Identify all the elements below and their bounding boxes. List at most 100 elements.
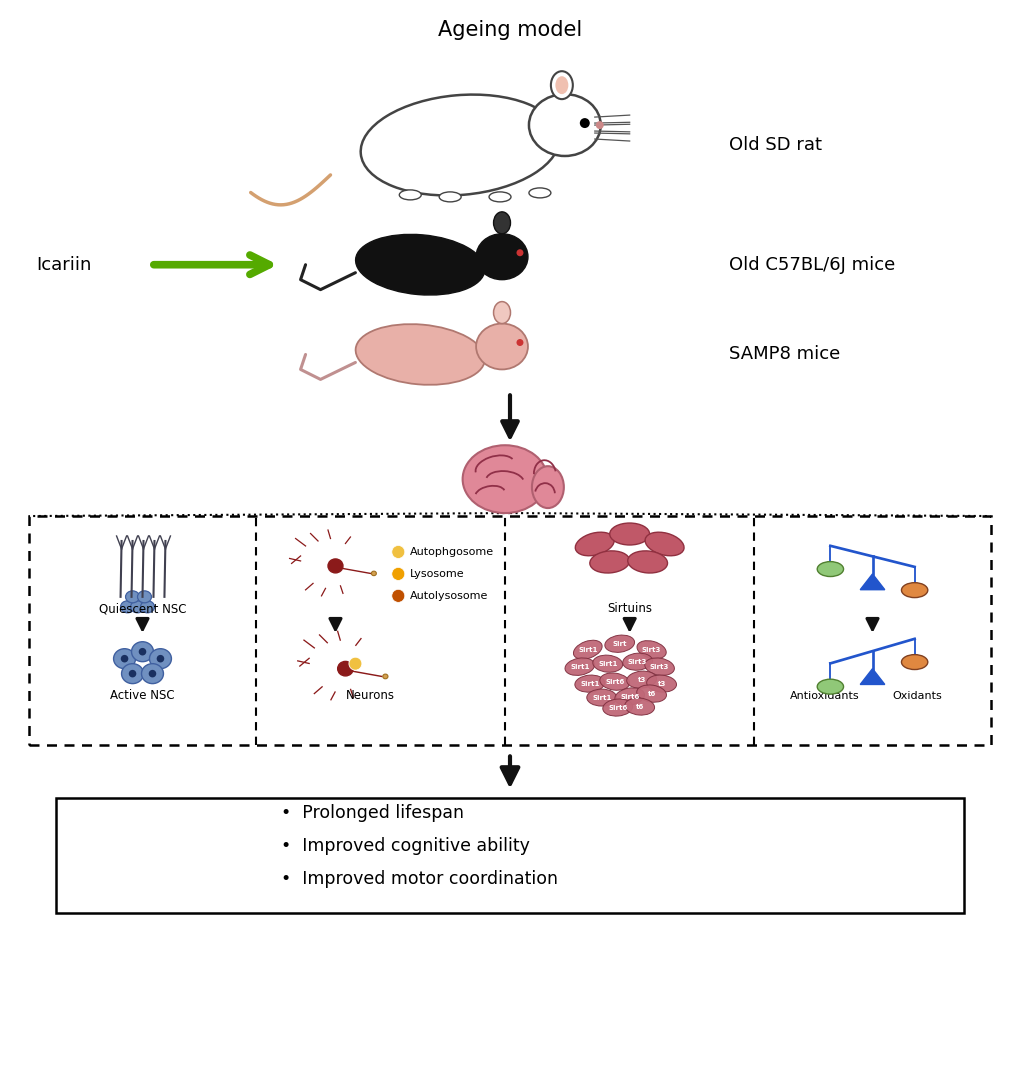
Ellipse shape — [644, 533, 684, 555]
Ellipse shape — [636, 685, 665, 702]
Text: •  Improved cognitive ability: • Improved cognitive ability — [280, 838, 529, 855]
Ellipse shape — [901, 655, 927, 669]
Ellipse shape — [816, 679, 843, 694]
Text: Sirtuins: Sirtuins — [606, 603, 651, 615]
Ellipse shape — [328, 558, 342, 572]
Text: Sirt1: Sirt1 — [580, 681, 599, 686]
Circle shape — [157, 655, 164, 663]
Ellipse shape — [599, 673, 629, 691]
Text: Old SD rat: Old SD rat — [729, 136, 821, 154]
Circle shape — [139, 648, 146, 655]
Text: SAMP8 mice: SAMP8 mice — [729, 346, 840, 363]
Text: Ageing model: Ageing model — [437, 20, 582, 41]
Ellipse shape — [624, 698, 654, 715]
Ellipse shape — [592, 655, 622, 672]
Text: t3: t3 — [637, 677, 645, 683]
Ellipse shape — [589, 551, 629, 574]
Text: Antioxidants: Antioxidants — [789, 691, 859, 700]
Text: t3: t3 — [657, 681, 665, 686]
Ellipse shape — [532, 466, 564, 508]
Ellipse shape — [626, 671, 656, 688]
Text: Icariin: Icariin — [37, 256, 92, 274]
Circle shape — [149, 670, 156, 678]
Text: t6: t6 — [635, 703, 643, 710]
Circle shape — [516, 249, 523, 257]
Text: •  Prolonged lifespan: • Prolonged lifespan — [280, 804, 464, 823]
Ellipse shape — [120, 600, 135, 613]
Ellipse shape — [463, 446, 547, 513]
Text: Sirt6: Sirt6 — [620, 694, 639, 699]
Ellipse shape — [476, 323, 528, 369]
Ellipse shape — [382, 674, 387, 679]
Ellipse shape — [901, 583, 927, 597]
Text: t6: t6 — [647, 691, 655, 697]
Ellipse shape — [150, 649, 171, 669]
Ellipse shape — [361, 95, 559, 195]
Text: Active NSC: Active NSC — [110, 690, 174, 702]
Ellipse shape — [488, 192, 511, 202]
Circle shape — [128, 670, 137, 678]
Text: Old C57BL/6J mice: Old C57BL/6J mice — [729, 256, 895, 274]
Text: Sirt1: Sirt1 — [570, 664, 589, 670]
Ellipse shape — [609, 523, 649, 545]
Ellipse shape — [554, 76, 568, 95]
Ellipse shape — [816, 562, 843, 577]
Text: Sirt6: Sirt6 — [607, 705, 627, 711]
Circle shape — [391, 590, 405, 603]
Ellipse shape — [644, 658, 674, 676]
Ellipse shape — [138, 591, 152, 603]
Text: Quiescent NSC: Quiescent NSC — [99, 603, 186, 615]
Text: Autophgosome: Autophgosome — [410, 547, 494, 557]
Text: Sirt3: Sirt3 — [641, 647, 660, 653]
Ellipse shape — [493, 302, 510, 323]
Ellipse shape — [637, 641, 665, 658]
Text: Autolysosome: Autolysosome — [410, 591, 488, 600]
Ellipse shape — [529, 95, 600, 156]
Text: Oxidants: Oxidants — [892, 691, 942, 700]
Ellipse shape — [586, 690, 616, 706]
Text: Sirt6: Sirt6 — [604, 679, 624, 684]
Circle shape — [579, 118, 589, 128]
Text: Sirt3: Sirt3 — [628, 658, 647, 665]
Circle shape — [391, 546, 405, 558]
Text: Sirt1: Sirt1 — [597, 661, 616, 667]
Polygon shape — [859, 574, 883, 590]
Ellipse shape — [113, 649, 136, 669]
Ellipse shape — [623, 653, 652, 670]
Polygon shape — [859, 669, 883, 684]
Circle shape — [391, 567, 405, 580]
Ellipse shape — [130, 600, 145, 613]
Ellipse shape — [646, 676, 676, 692]
FancyBboxPatch shape — [56, 798, 963, 913]
Ellipse shape — [476, 234, 528, 279]
Circle shape — [120, 655, 128, 663]
Ellipse shape — [356, 324, 484, 384]
Ellipse shape — [602, 699, 632, 716]
Ellipse shape — [439, 192, 461, 202]
Ellipse shape — [142, 664, 163, 684]
Text: Sirt: Sirt — [611, 641, 627, 647]
Ellipse shape — [337, 662, 353, 676]
Ellipse shape — [371, 571, 376, 576]
Ellipse shape — [131, 642, 153, 662]
Ellipse shape — [493, 212, 510, 234]
Text: Sirt3: Sirt3 — [649, 664, 668, 670]
Ellipse shape — [575, 533, 613, 555]
FancyBboxPatch shape — [30, 516, 989, 745]
Ellipse shape — [356, 234, 484, 295]
Ellipse shape — [627, 551, 666, 574]
Ellipse shape — [575, 676, 604, 692]
Ellipse shape — [614, 687, 644, 706]
Ellipse shape — [604, 635, 634, 652]
Circle shape — [516, 339, 523, 346]
Text: •  Improved motor coordination: • Improved motor coordination — [280, 870, 557, 888]
Text: Sirt1: Sirt1 — [591, 695, 610, 700]
Circle shape — [595, 121, 603, 129]
Ellipse shape — [550, 71, 573, 99]
Text: Sirt1: Sirt1 — [578, 647, 597, 653]
Text: Lysosome: Lysosome — [410, 569, 465, 579]
Circle shape — [348, 657, 362, 670]
Ellipse shape — [398, 190, 421, 200]
Ellipse shape — [141, 600, 154, 613]
Ellipse shape — [529, 188, 550, 198]
